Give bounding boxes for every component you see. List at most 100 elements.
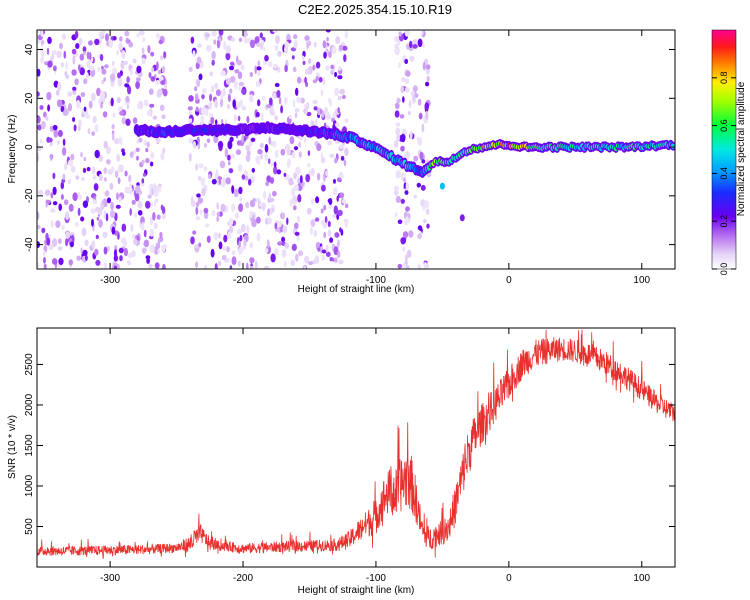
noise-cell [398, 61, 401, 68]
noise-cell [132, 58, 137, 64]
noise-cell [334, 71, 338, 78]
noise-cell [256, 232, 261, 242]
noise-cell [118, 247, 124, 254]
noise-cell [106, 146, 111, 155]
noise-cell [397, 219, 403, 225]
noise-cell [149, 187, 152, 196]
noise-cell [229, 265, 233, 269]
colorbar-tick-label: 0.4 [719, 167, 729, 180]
noise-cell [406, 249, 412, 258]
noise-cell [325, 30, 331, 33]
noise-cell [295, 253, 299, 262]
noise-cell [63, 162, 68, 171]
noise-cell [400, 133, 406, 143]
noise-cell [160, 204, 164, 211]
noise-cell [101, 68, 107, 75]
noise-cell [95, 206, 101, 213]
noise-cell [70, 165, 76, 173]
noise-cell [91, 92, 96, 102]
noise-cell [272, 190, 277, 197]
noise-cell [141, 57, 146, 65]
noise-cell [336, 195, 339, 202]
noise-cell [314, 255, 320, 264]
noise-cell [219, 160, 226, 169]
snr-ylabel: SNR (10 * v/v) [7, 415, 18, 479]
noise-cell [268, 192, 272, 202]
noise-cell [159, 104, 165, 112]
noise-cell [310, 226, 313, 236]
noise-cell [406, 43, 410, 50]
noise-cell [79, 67, 85, 76]
noise-cell [307, 150, 311, 157]
noise-cell [318, 76, 323, 83]
noise-cell [157, 88, 163, 97]
noise-cell [59, 42, 63, 50]
noise-cell [91, 208, 95, 214]
noise-cell [205, 223, 210, 228]
noise-cell [102, 111, 108, 118]
noise-cell [37, 142, 40, 147]
noise-cell [143, 239, 150, 248]
noise-cell [77, 207, 81, 216]
noise-cell [235, 149, 241, 156]
noise-cell [111, 132, 115, 141]
noise-cell [228, 168, 234, 174]
noise-cell [128, 174, 132, 183]
noise-cell [291, 55, 295, 60]
noise-cell [161, 65, 166, 74]
y-tick-label: -40 [24, 237, 35, 252]
noise-cell [197, 197, 203, 204]
noise-cell [56, 50, 62, 59]
noise-cell [404, 87, 410, 93]
noise-cell [257, 148, 263, 155]
noise-cell [404, 190, 409, 195]
noise-cell [419, 151, 424, 161]
noise-cell [231, 203, 236, 213]
noise-cell [156, 214, 161, 220]
noise-cell [118, 42, 123, 51]
noise-cell [162, 263, 166, 269]
noise-cell [86, 59, 91, 68]
x-tick-label: -300 [100, 573, 120, 584]
noise-cell [338, 66, 342, 71]
noise-cell [325, 170, 329, 176]
noise-cell [423, 219, 427, 224]
noise-cell [111, 81, 115, 86]
noise-cell [312, 79, 318, 84]
noise-cell [194, 86, 198, 92]
noise-cell [238, 37, 243, 42]
noise-cell [210, 116, 215, 125]
noise-cell [195, 201, 200, 207]
noise-cell [263, 190, 267, 200]
noise-cell [128, 41, 133, 48]
noise-cell [136, 32, 140, 38]
noise-cell [142, 36, 146, 43]
noise-cell [105, 33, 109, 42]
noise-cell [103, 210, 107, 219]
noise-cell [416, 182, 421, 188]
noise-cell [332, 257, 335, 262]
noise-cell [422, 205, 426, 211]
noise-cell [260, 154, 264, 160]
x-tick-label: -300 [100, 275, 120, 286]
noise-cell [37, 262, 40, 268]
noise-cell [112, 60, 115, 67]
noise-cell [92, 166, 96, 175]
noise-cell [215, 89, 221, 97]
noise-cell [147, 194, 152, 199]
noise-cell [114, 170, 119, 179]
noise-cell [394, 47, 400, 55]
noise-cell [286, 217, 289, 225]
noise-cell [334, 257, 338, 264]
noise-cell [64, 71, 68, 76]
noise-cell [82, 46, 87, 53]
noise-cell [269, 177, 275, 184]
noise-cell [134, 193, 140, 202]
noise-cell [130, 223, 134, 232]
noise-cell [327, 140, 333, 146]
colorbar-label: Normalized spectral amplitude [736, 81, 747, 216]
noise-cell [246, 150, 251, 156]
noise-cell [237, 164, 243, 172]
noise-cell [146, 110, 152, 116]
noise-cell [138, 137, 143, 143]
